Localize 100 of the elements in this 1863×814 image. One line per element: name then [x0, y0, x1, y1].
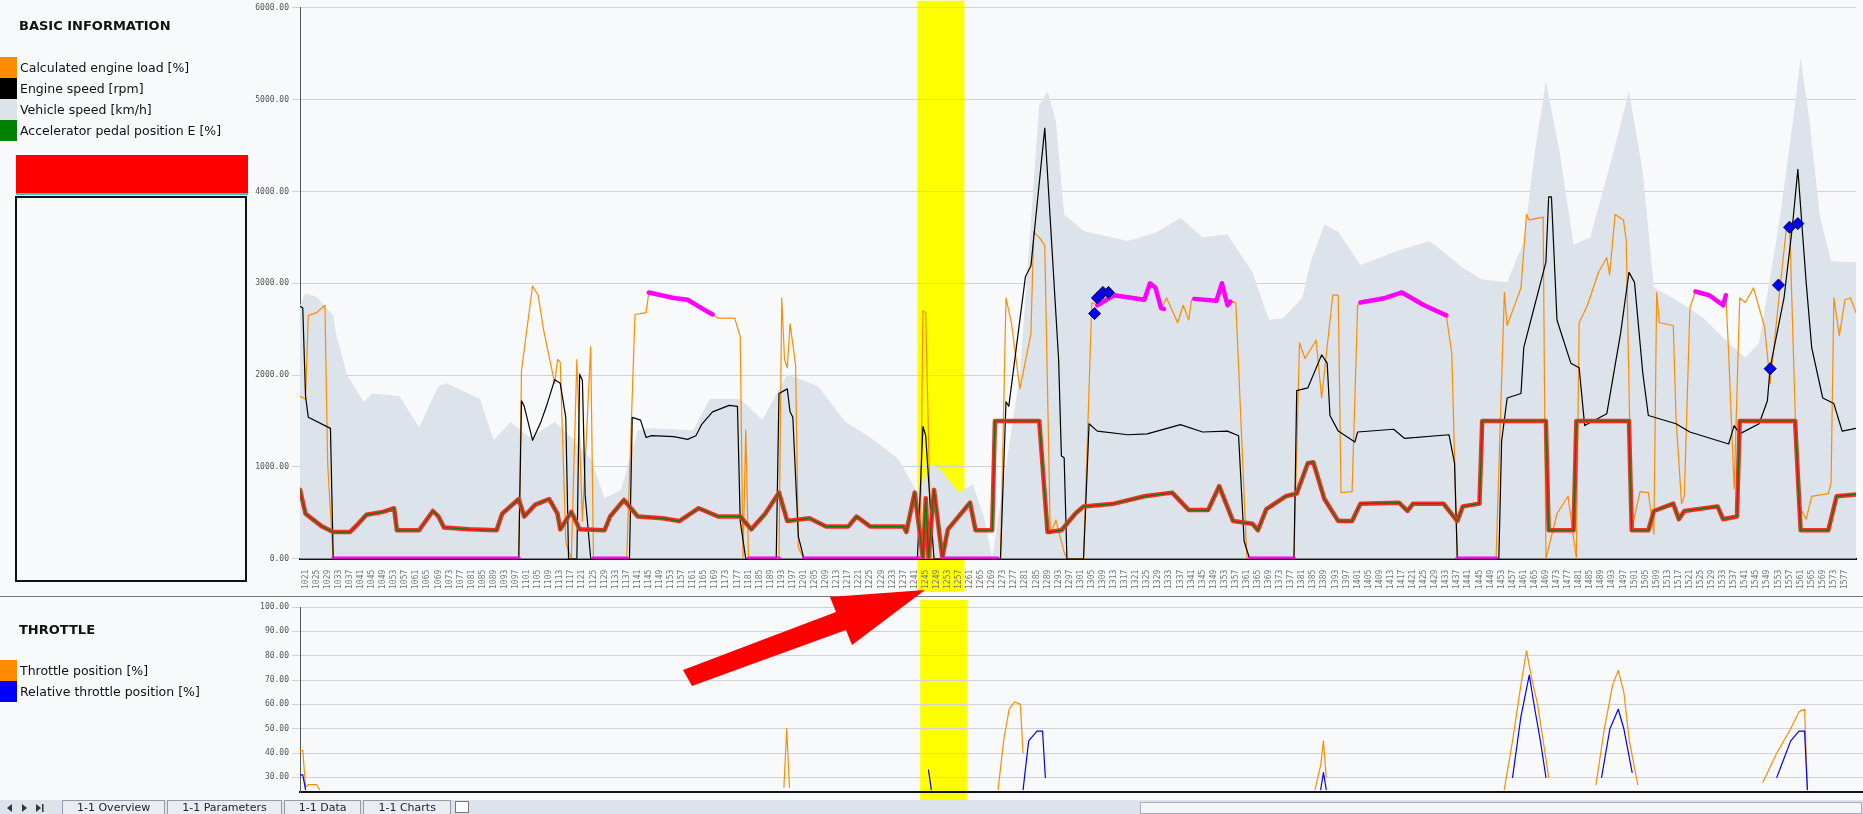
x-tick-label: 1557 — [1784, 569, 1794, 589]
x-tick-label: 1365 — [1253, 569, 1263, 589]
x-tick-label: 1121 — [577, 569, 587, 589]
legend-title: THROTTLE — [19, 622, 96, 637]
legend-label: Relative throttle position [%] — [20, 684, 200, 699]
x-tick-label: 1349 — [1208, 569, 1218, 589]
x-tick-label: 1529 — [1707, 569, 1717, 589]
x-tick-label: 1045 — [367, 569, 377, 589]
x-tick-label: 1441 — [1463, 569, 1473, 589]
x-tick-label: 1449 — [1485, 569, 1495, 589]
x-tick-label: 1229 — [876, 569, 886, 589]
x-tick-label: 1393 — [1330, 569, 1340, 589]
x-tick-label: 1465 — [1529, 569, 1539, 589]
legend-label: Vehicle speed [km/h] — [20, 102, 152, 117]
x-tick-label: 1461 — [1518, 569, 1528, 589]
x-tick-label: 1293 — [1053, 569, 1063, 589]
x-tick-label: 1137 — [621, 569, 631, 589]
x-tick-label: 1353 — [1219, 569, 1229, 589]
x-tick-label: 1525 — [1696, 569, 1706, 589]
x-tick-label: 1489 — [1596, 569, 1606, 589]
x-tick-label: 1201 — [798, 569, 808, 589]
x-tick-label: 1433 — [1441, 569, 1451, 589]
x-tick-label: 1157 — [677, 569, 687, 589]
x-tick-label: 1537 — [1729, 569, 1739, 589]
x-tick-label: 1221 — [854, 569, 864, 589]
y-tick-label: 3000.00 — [255, 278, 290, 288]
x-tick-label: 1177 — [732, 569, 742, 589]
y-tick-label: 60.00 — [264, 699, 290, 709]
x-tick-label: 1521 — [1684, 569, 1694, 589]
x-tick-label: 1037 — [344, 569, 354, 589]
x-tick-label: 1169 — [710, 569, 720, 589]
x-tick-label: 1093 — [499, 569, 509, 589]
x-tick-label: 1225 — [865, 569, 875, 589]
x-tick-label: 1193 — [776, 569, 786, 589]
x-tick-label: 1185 — [754, 569, 764, 589]
x-tick-label: 1473 — [1552, 569, 1562, 589]
x-tick-label: 1077 — [455, 569, 465, 589]
x-tick-label: 1321 — [1131, 569, 1141, 589]
x-tick-label: 1217 — [843, 569, 853, 589]
x-tick-label: 1369 — [1264, 569, 1274, 589]
x-tick-label: 1517 — [1673, 569, 1683, 589]
x-tick-label: 1569 — [1817, 569, 1827, 589]
y-tick-label: 80.00 — [264, 650, 290, 660]
x-tick-label: 1049 — [378, 569, 388, 589]
x-tick-label: 1081 — [466, 569, 476, 589]
x-tick-label: 1297 — [1064, 569, 1074, 589]
x-tick-label: 1073 — [444, 569, 454, 589]
x-tick-label: 1061 — [411, 569, 421, 589]
x-tick-label: 1153 — [666, 569, 676, 589]
x-tick-label: 1189 — [765, 569, 775, 589]
y-tick-label: 50.00 — [264, 723, 290, 733]
x-tick-label: 1161 — [688, 569, 698, 589]
x-tick-label: 1117 — [566, 569, 576, 589]
x-tick-label: 1209 — [821, 569, 831, 589]
x-tick-label: 1089 — [488, 569, 498, 589]
text: 1-1 Overview — [62, 800, 166, 814]
x-tick-label: 1149 — [655, 569, 665, 589]
x-tick-label: 1497 — [1618, 569, 1628, 589]
y-tick-label: 40.00 — [264, 748, 290, 758]
x-tick-label: 1305 — [1086, 569, 1096, 589]
x-tick-label: 1309 — [1098, 569, 1107, 589]
x-tick-label: 1241 — [909, 569, 919, 589]
x-tick-label: 1113 — [555, 569, 565, 589]
x-tick-label: 1085 — [477, 569, 487, 589]
x-tick-label: 1505 — [1640, 569, 1650, 589]
x-tick-label: 1513 — [1662, 569, 1672, 589]
x-tick-label: 1329 — [1153, 569, 1163, 589]
x-tick-label: 1549 — [1762, 569, 1772, 589]
x-tick-label: 1097 — [511, 569, 521, 589]
y-tick-label: 5000.00 — [255, 94, 290, 104]
x-tick-label: 1553 — [1773, 569, 1783, 589]
x-tick-label: 1145 — [643, 569, 653, 589]
x-tick-label: 1269 — [987, 569, 997, 589]
x-tick-label: 1021 — [300, 569, 310, 589]
x-tick-label: 1285 — [1031, 569, 1041, 589]
legend-label: Throttle position [%] — [20, 663, 149, 678]
x-tick-label: 1381 — [1297, 569, 1307, 589]
text: 1-1 Parameters — [167, 800, 282, 814]
y-tick-label: 70.00 — [264, 675, 290, 685]
y-tick-label: 90.00 — [264, 626, 290, 636]
y-tick-label: 0.00 — [269, 553, 290, 563]
x-tick-label: 1405 — [1363, 569, 1373, 589]
x-tick-label: 1389 — [1319, 569, 1329, 589]
x-tick-label: 1357 — [1230, 569, 1240, 589]
x-tick-label: 1565 — [1806, 569, 1816, 589]
x-tick-label: 1337 — [1175, 569, 1185, 589]
x-tick-label: 1057 — [400, 569, 410, 589]
y-tick-label: 6000.00 — [255, 2, 290, 12]
x-tick-label: 1165 — [699, 569, 709, 589]
x-tick-label: 1361 — [1241, 569, 1251, 589]
x-tick-label: 1457 — [1507, 569, 1517, 589]
legend-label: Engine speed [rpm] — [20, 81, 144, 96]
x-tick-label: 1041 — [355, 569, 365, 589]
x-tick-label: 1425 — [1419, 569, 1429, 589]
x-tick-label: 1249 — [931, 569, 941, 589]
x-tick-label: 1533 — [1718, 569, 1728, 589]
y-tick-label: 4000.00 — [255, 186, 290, 196]
x-tick-label: 1469 — [1540, 569, 1550, 589]
y-tick-label: 30.00 — [264, 772, 290, 782]
x-tick-label: 1129 — [599, 569, 609, 589]
